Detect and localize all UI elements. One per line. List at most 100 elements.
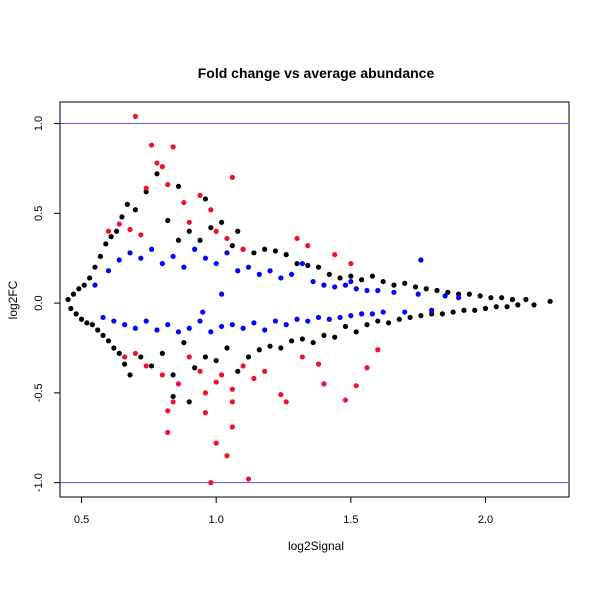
point-s0-31 [170, 372, 176, 378]
point-s1-42 [321, 282, 327, 288]
point-s0-39 [213, 357, 219, 364]
point-s1-56 [415, 291, 421, 297]
point-s0-70 [380, 278, 386, 285]
point-s0-51 [278, 345, 284, 351]
point-s1-57 [429, 307, 435, 313]
point-s1-59 [455, 295, 462, 301]
point-s0-19 [116, 350, 122, 356]
point-s0-7 [84, 320, 90, 326]
point-s2-54 [375, 347, 381, 353]
point-s2-50 [321, 381, 327, 387]
point-s2-35 [213, 379, 219, 385]
point-s2-11 [116, 221, 122, 227]
point-s0-37 [202, 354, 209, 360]
point-s0-85 [461, 307, 467, 313]
point-s0-97 [531, 302, 537, 308]
point-s0-61 [332, 334, 338, 340]
y-axis-label: log2FC [6, 280, 20, 319]
point-s0-15 [105, 338, 112, 344]
point-s0-90 [488, 295, 494, 301]
point-s0-47 [256, 347, 262, 353]
point-s2-26 [159, 372, 165, 378]
point-s1-33 [272, 318, 279, 324]
point-s0-53 [289, 338, 295, 344]
point-s0-24 [132, 207, 139, 213]
reference-lines [60, 123, 569, 484]
point-s2-51 [342, 397, 349, 403]
point-s0-94 [509, 296, 516, 303]
point-s1-13 [165, 322, 171, 328]
point-s0-93 [504, 304, 510, 310]
data-points [65, 113, 553, 486]
point-s0-13 [100, 332, 106, 339]
point-s0-16 [108, 234, 114, 240]
point-s2-55 [315, 361, 322, 367]
point-s0-103 [235, 228, 241, 234]
point-s2-14 [105, 228, 112, 234]
point-s0-75 [407, 314, 413, 321]
point-s2-12 [127, 226, 133, 233]
point-s0-59 [321, 332, 327, 339]
point-s0-23 [127, 372, 133, 378]
chart-title: Fold change vs average abundance [198, 65, 435, 81]
point-s0-52 [283, 252, 289, 258]
point-s0-55 [299, 336, 305, 342]
point-s1-17 [186, 325, 192, 331]
point-s2-8 [229, 174, 235, 181]
point-s0-82 [445, 289, 451, 295]
x-tick-label-1: 1.0 [209, 514, 224, 526]
point-s2-38 [229, 424, 235, 430]
point-s1-55 [402, 309, 408, 315]
point-s2-40 [208, 480, 214, 486]
point-s0-28 [154, 171, 160, 177]
y-tick-label-0: -1.0 [33, 473, 45, 492]
point-s0-49 [267, 343, 273, 349]
point-s0-78 [423, 286, 429, 292]
point-s2-6 [143, 185, 149, 191]
point-s0-83 [450, 309, 456, 315]
point-s2-42 [213, 440, 219, 446]
point-s0-32 [175, 183, 182, 189]
point-s1-36 [289, 271, 295, 277]
point-s2-19 [294, 235, 300, 242]
point-s2-4 [154, 160, 160, 166]
point-s0-26 [143, 189, 149, 195]
point-s0-67 [364, 322, 370, 328]
point-s0-86 [466, 291, 472, 297]
point-s0-5 [78, 316, 85, 322]
point-s0-6 [81, 282, 87, 288]
point-s1-18 [192, 246, 198, 252]
point-s2-37 [229, 399, 235, 405]
point-s1-46 [342, 282, 349, 288]
x-tick-label-3: 2.0 [478, 514, 493, 526]
point-s1-58 [442, 293, 448, 299]
point-s1-3 [111, 318, 117, 324]
x-axis-label: log2Signal [288, 539, 344, 553]
point-s1-37 [294, 316, 300, 322]
point-s0-96 [523, 296, 529, 303]
point-s1-6 [127, 250, 133, 256]
point-s0-62 [337, 275, 343, 281]
point-s1-43 [326, 316, 332, 322]
point-s1-20 [202, 255, 209, 261]
point-s0-89 [482, 305, 489, 312]
x-axis: 0.5 1.0 1.5 2.0 [74, 496, 493, 526]
point-s2-20 [305, 243, 311, 249]
point-s1-44 [332, 284, 338, 290]
point-s0-91 [493, 304, 499, 310]
point-s0-33 [181, 339, 187, 346]
point-s1-30 [256, 271, 262, 277]
point-s1-9 [143, 318, 149, 324]
point-s0-4 [76, 286, 82, 292]
point-s0-2 [70, 291, 77, 297]
point-s1-40 [310, 278, 316, 285]
point-s1-29 [251, 320, 257, 326]
point-s0-80 [434, 287, 440, 294]
point-s2-23 [122, 354, 128, 360]
point-s1-0 [92, 282, 98, 288]
point-s0-10 [92, 264, 98, 270]
point-s2-0 [132, 113, 139, 119]
point-s0-69 [375, 318, 381, 324]
point-s1-60 [418, 257, 424, 263]
